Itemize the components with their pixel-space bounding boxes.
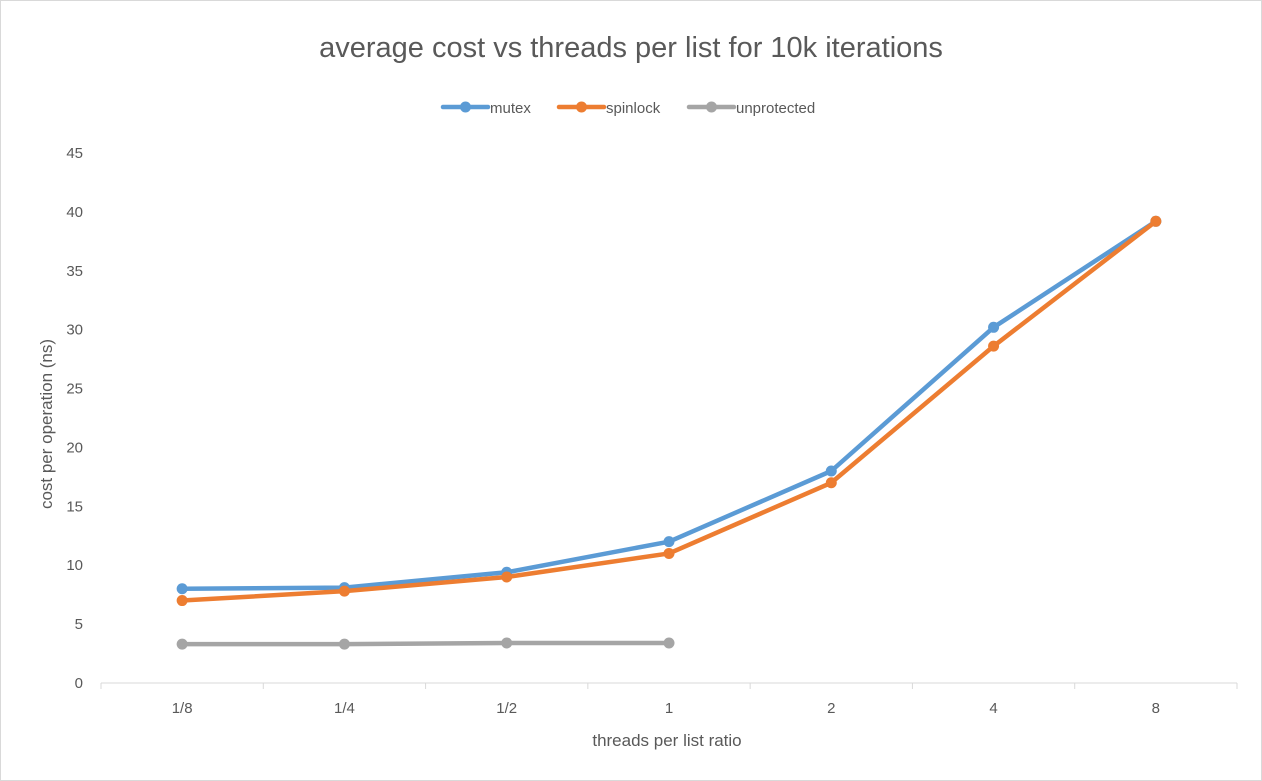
data-point-spinlock[interactable] <box>663 547 675 559</box>
legend: mutex spinlock unprotected <box>440 100 815 117</box>
legend-swatch-marker <box>706 101 717 113</box>
x-axis-title: threads per list ratio <box>592 731 741 750</box>
series-spinlock <box>176 215 1162 607</box>
data-point-unprotected[interactable] <box>501 637 513 649</box>
y-axis-ticks: 0 5 10 15 20 25 30 35 40 45 <box>66 145 83 692</box>
data-point-mutex[interactable] <box>825 465 837 477</box>
x-tick-label: 2 <box>827 700 835 717</box>
x-tick-label: 1/2 <box>496 700 517 717</box>
data-point-spinlock[interactable] <box>338 585 350 597</box>
y-tick-label: 10 <box>66 557 83 574</box>
legend-item-spinlock[interactable]: spinlock <box>556 100 661 117</box>
x-axis-ticks: 1/8 1/4 1/2 1 2 4 8 <box>100 683 1238 717</box>
chart-title: average cost vs threads per list for 10k… <box>319 32 943 64</box>
legend-swatch-marker <box>576 101 587 113</box>
data-point-mutex[interactable] <box>663 536 675 548</box>
legend-label: spinlock <box>606 100 661 117</box>
y-tick-label: 45 <box>66 145 83 162</box>
y-tick-label: 20 <box>66 439 83 456</box>
legend-item-mutex[interactable]: mutex <box>440 100 531 117</box>
y-tick-label: 15 <box>66 498 83 515</box>
data-point-spinlock[interactable] <box>825 477 837 489</box>
series-line-mutex <box>179 219 1159 592</box>
x-tick-label: 1 <box>665 700 673 717</box>
y-tick-label: 0 <box>75 675 83 692</box>
series-mutex <box>176 215 1162 595</box>
x-tick-label: 4 <box>989 700 997 717</box>
data-point-spinlock[interactable] <box>176 595 188 607</box>
x-tick-label: 1/8 <box>172 700 193 717</box>
data-point-spinlock[interactable] <box>501 571 513 583</box>
data-point-mutex[interactable] <box>988 321 1000 333</box>
y-tick-label: 40 <box>66 204 83 221</box>
data-point-unprotected[interactable] <box>338 638 350 650</box>
y-tick-label: 30 <box>66 322 83 339</box>
data-point-spinlock[interactable] <box>988 340 1000 352</box>
x-tick-label: 8 <box>1152 700 1160 717</box>
data-point-unprotected[interactable] <box>663 637 675 649</box>
legend-item-unprotected[interactable]: unprotected <box>686 100 815 117</box>
legend-label: unprotected <box>736 100 815 117</box>
legend-label: mutex <box>490 100 531 117</box>
data-point-unprotected[interactable] <box>176 638 188 650</box>
series-unprotected <box>176 637 675 650</box>
y-tick-label: 25 <box>66 381 83 398</box>
y-tick-label: 35 <box>66 263 83 280</box>
x-tick-label: 1/4 <box>334 700 355 717</box>
data-point-spinlock[interactable] <box>1150 215 1162 227</box>
series-line-unprotected <box>179 640 672 647</box>
legend-swatch-marker <box>460 101 471 113</box>
y-tick-label: 5 <box>75 616 83 633</box>
series-layer <box>176 215 1162 650</box>
y-axis-title: cost per operation (ns) <box>37 339 56 509</box>
data-point-mutex[interactable] <box>176 583 188 595</box>
